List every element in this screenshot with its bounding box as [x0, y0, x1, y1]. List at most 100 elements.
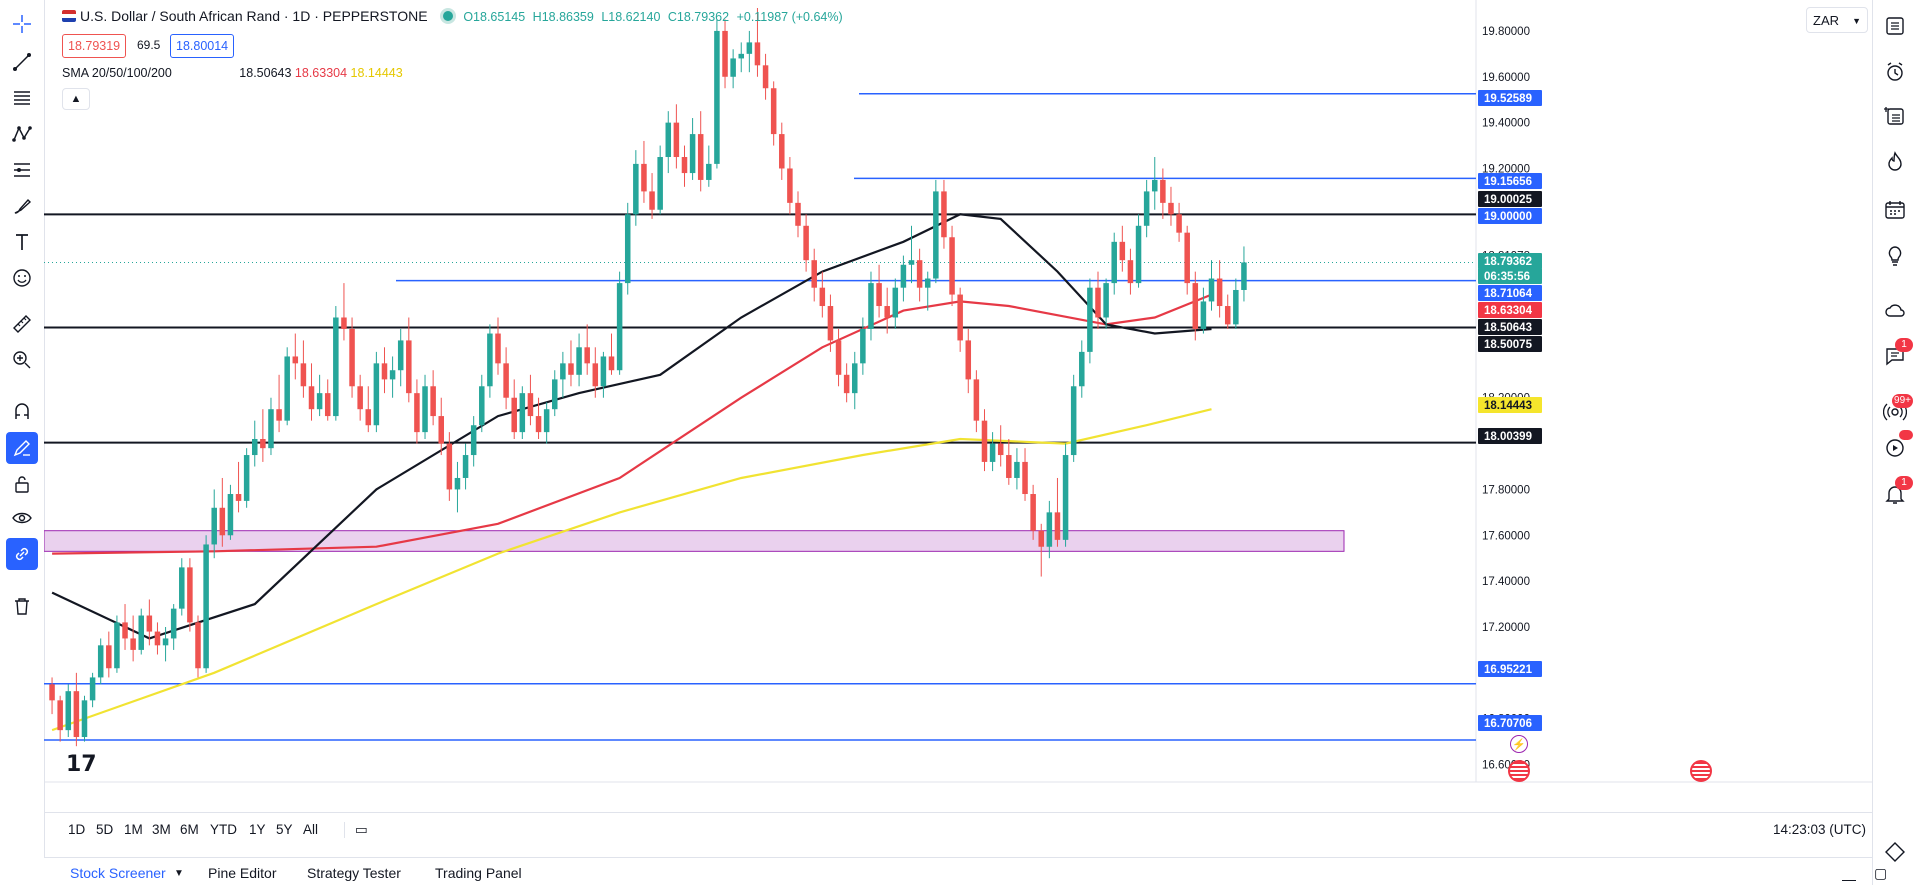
timeframe-1d[interactable]: 1D [68, 822, 86, 837]
price-label-tag [1478, 208, 1542, 224]
candle-body [276, 409, 282, 421]
minimize-panel-icon[interactable]: ⎽ [1842, 865, 1856, 881]
timeframe-3m[interactable]: 3M [152, 822, 171, 837]
lock-icon[interactable] [6, 468, 38, 500]
stream-icon[interactable] [1879, 430, 1913, 464]
ideas-icon[interactable] [1879, 240, 1911, 272]
calendar-icon[interactable] [1879, 194, 1911, 226]
price-label-tag [1478, 397, 1542, 413]
chevron-down-icon[interactable]: ▼ [174, 868, 184, 879]
candle-body [754, 42, 761, 66]
price-label-tag [1478, 173, 1542, 189]
broadcast-icon[interactable]: 99+ [1879, 394, 1913, 428]
clock-display[interactable]: 14:23:03 (UTC) [1772, 822, 1866, 837]
candle-body [97, 645, 104, 678]
trash-icon[interactable] [6, 590, 38, 622]
emoji-icon[interactable] [6, 262, 38, 294]
date-range-icon[interactable]: ▭ [344, 822, 368, 838]
candle-body [1087, 287, 1093, 352]
price-chart[interactable]: 19.8000019.6000019.4000019.2000018.81978… [44, 0, 1872, 790]
price-tick-label: 19.60000 [1482, 72, 1530, 84]
tradingview-logo-icon[interactable]: 𝟭𝟳 [66, 752, 97, 777]
measure-lines-icon[interactable] [6, 154, 38, 186]
candle-body [243, 455, 250, 501]
symbol-title[interactable]: U.S. Dollar / South African Rand · 1D · … [80, 8, 428, 24]
candle-body [300, 363, 307, 387]
ruler-icon[interactable] [6, 308, 38, 340]
hotlist-icon[interactable] [1879, 146, 1911, 178]
timeframe-5d[interactable]: 5D [96, 822, 114, 837]
chart-pane[interactable]: 19.8000019.6000019.4000019.2000018.81978… [44, 0, 1872, 790]
candle-body [1046, 512, 1053, 547]
dividend-event-icon[interactable]: ⚡ [1510, 735, 1528, 753]
candle-body [600, 356, 607, 387]
timeframe-1m[interactable]: 1M [124, 822, 143, 837]
buy-price-button[interactable]: 18.80014 [170, 34, 235, 58]
fib-icon[interactable] [6, 82, 38, 114]
candle-body [568, 363, 574, 375]
pattern-icon[interactable] [6, 118, 38, 150]
timeframe-all[interactable]: All [303, 822, 319, 837]
price-label-tag [1478, 336, 1542, 352]
timeframe-bar: 1D 5D 1M 3M 6M YTD 1Y 5Y All ▭ 14:23:03 … [44, 817, 1872, 845]
candle-body [81, 700, 88, 738]
candle-body [560, 363, 566, 380]
timeframe-1y[interactable]: 1Y [249, 822, 266, 837]
candle-body [462, 455, 469, 478]
candle-body [908, 260, 915, 265]
text-icon[interactable] [6, 226, 38, 258]
ohlc-open: O18.65145 [463, 10, 526, 24]
tab-stock-screener[interactable]: Stock Screener [70, 865, 166, 881]
maximize-panel-icon[interactable]: ▢ [1874, 865, 1888, 881]
collapse-legend-button[interactable]: ▲ [62, 88, 90, 110]
market-status-icon [443, 11, 454, 21]
candle-body [576, 347, 582, 375]
candle-body [835, 340, 842, 375]
us-economic-event-icon[interactable] [1690, 760, 1712, 782]
candle-body [624, 214, 631, 284]
ohlc-high: H18.86359 [532, 10, 594, 24]
layers-icon[interactable] [1879, 836, 1911, 868]
candle-body [1119, 241, 1126, 261]
currency-select[interactable]: ZAR ▼ [1806, 7, 1868, 33]
watchlist-icon[interactable] [1879, 10, 1911, 42]
chat-icon[interactable]: 1 [1879, 338, 1913, 372]
timeframe-5y[interactable]: 5Y [276, 822, 293, 837]
candle-body [1224, 306, 1231, 325]
candle-body [381, 363, 388, 380]
candle-body [981, 420, 988, 462]
brush-icon[interactable] [6, 190, 38, 222]
timeframe-ytd[interactable]: YTD [210, 822, 237, 837]
magnet-icon[interactable] [6, 395, 38, 427]
tab-strategy-tester[interactable]: Strategy Tester [307, 865, 401, 881]
cloud-icon[interactable] [1879, 294, 1911, 326]
us-economic-event-icon[interactable] [1508, 760, 1530, 782]
candle-body [308, 386, 315, 410]
link-icon[interactable] [6, 538, 38, 570]
candle-body [373, 363, 380, 426]
alert-clock-icon[interactable] [1879, 56, 1911, 88]
candle-body [933, 191, 939, 279]
crosshair-icon[interactable] [6, 8, 38, 40]
plus-list-icon[interactable] [1879, 100, 1911, 132]
right-sidebar: 1 99+ 1 [1872, 0, 1917, 885]
candle-body [1216, 278, 1223, 307]
timeframe-6m[interactable]: 6M [180, 822, 199, 837]
tab-trading-panel[interactable]: Trading Panel [435, 865, 522, 881]
candle-body [1233, 289, 1239, 325]
candle-body [1006, 455, 1012, 478]
zoom-in-icon[interactable] [6, 344, 38, 376]
trend-line-icon[interactable] [6, 46, 38, 78]
indicator-legend[interactable]: SMA 20/50/100/200 18.50643 18.63304 18.1… [62, 66, 403, 80]
candle-body [495, 333, 501, 364]
candle-body [649, 191, 655, 210]
notifications-icon[interactable]: 1 [1879, 476, 1913, 510]
price-label-tag [1478, 302, 1542, 318]
candle-body [965, 340, 972, 380]
drawing-mode-icon[interactable] [6, 432, 38, 464]
broadcast-badge: 99+ [1892, 394, 1913, 408]
eye-icon[interactable] [6, 502, 38, 534]
sell-price-button[interactable]: 18.79319 [62, 34, 127, 58]
bottom-panel-tabs: Stock Screener ▼ Pine Editor Strategy Te… [44, 857, 1887, 886]
tab-pine-editor[interactable]: Pine Editor [208, 865, 277, 881]
